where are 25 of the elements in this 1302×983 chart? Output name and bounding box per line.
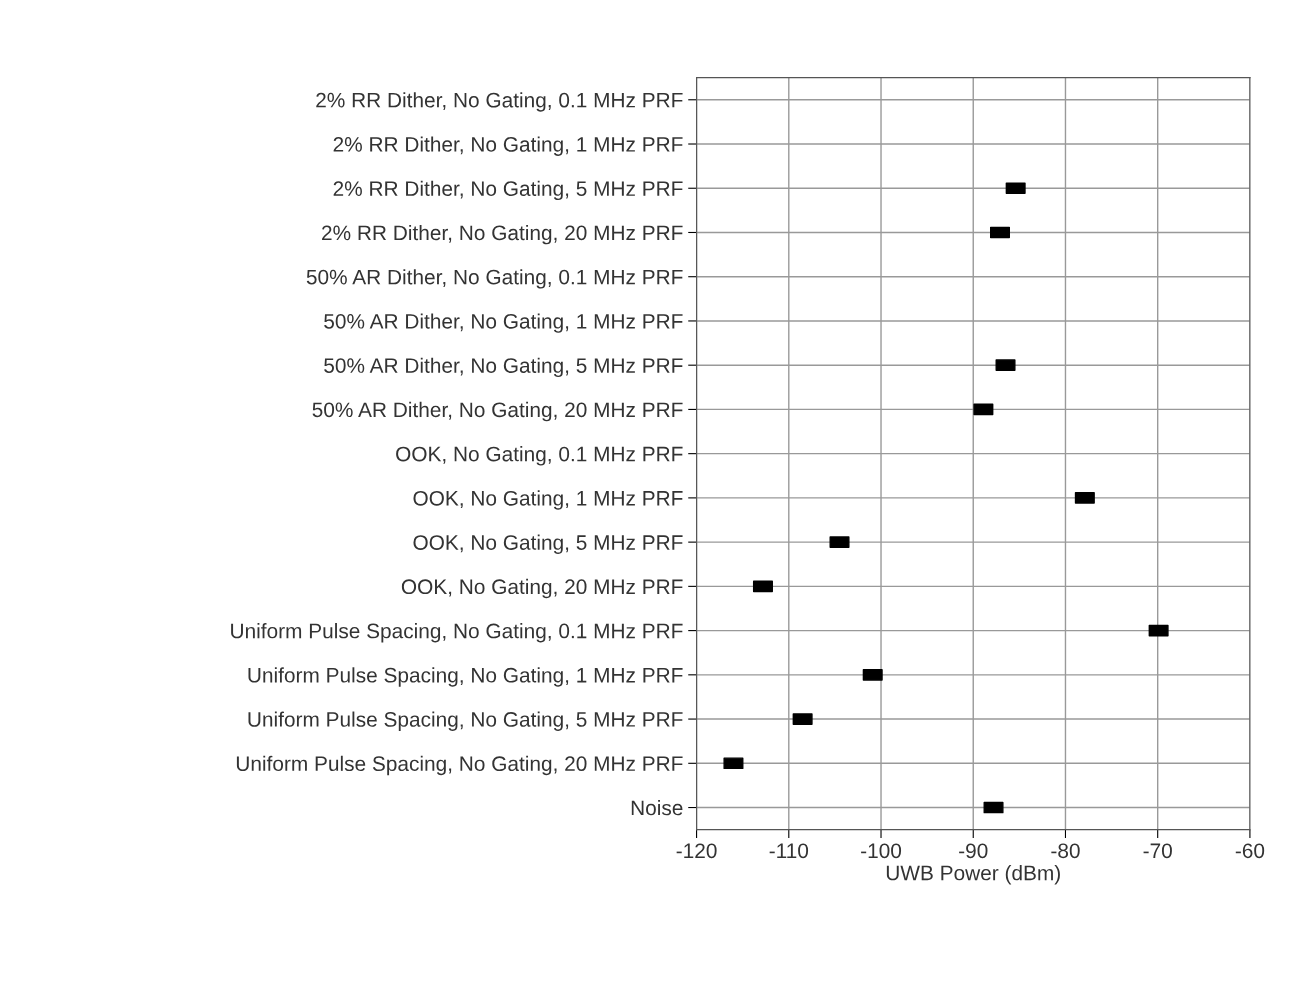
x-axis-title: UWB Power (dBm): [886, 865, 1060, 885]
x-tick-label: -120: [676, 843, 717, 859]
x-tick-label: -100: [861, 843, 902, 859]
y-tick-label: OOK, No Gating, 20 MHz PRF: [401, 578, 683, 599]
y-tick-label: 50% AR Dither, No Gating, 1 MHz PRF: [324, 313, 683, 333]
y-tick-label: 50% AR Dither, No Gating, 20 MHz PRF: [312, 401, 683, 422]
x-tick-label: -80: [1051, 843, 1080, 859]
y-tick-label: 50% AR Dither, No Gating, 0.1 MHz PRF: [306, 269, 683, 289]
y-tick-label: 2% RR Dither, No Gating, 20 MHz PRF: [322, 224, 683, 245]
y-tick-label: 2% RR Dither, No Gating, 5 MHz PRF: [333, 180, 683, 201]
y-tick-label: OOK, No Gating, 0.1 MHz PRF: [396, 446, 683, 466]
x-tick-label: -70: [1143, 843, 1172, 859]
y-tick-label: 2% RR Dither, No Gating, 1 MHz PRF: [333, 136, 683, 156]
y-tick-label: Uniform Pulse Spacing, No Gating, 1 MHz PRF: [248, 667, 683, 687]
x-tick-label: -60: [1235, 843, 1265, 859]
y-tick-label: Uniform Pulse Spacing, No Gating, 0.1 MHz PRF: [231, 623, 683, 643]
y-tick-label: Uniform Pulse Spacing, No Gating, 20 MHz PRF: [236, 755, 683, 776]
y-tick-label: 50% AR Dither, No Gating, 5 MHz PRF: [324, 357, 683, 378]
x-tick-label: -90: [959, 843, 988, 859]
y-tick-label: 2% RR Dither, No Gating, 0.1 MHz PRF: [316, 92, 683, 112]
y-tick-label: OOK, No Gating, 5 MHz PRF: [413, 534, 683, 554]
y-tick-label: OOK, No Gating, 1 MHz PRF: [413, 490, 683, 510]
y-tick-label: Noise: [631, 799, 683, 816]
y-tick-label: Uniform Pulse Spacing, No Gating, 5 MHz PRF: [248, 711, 683, 731]
x-tick-label: -110: [769, 843, 809, 859]
